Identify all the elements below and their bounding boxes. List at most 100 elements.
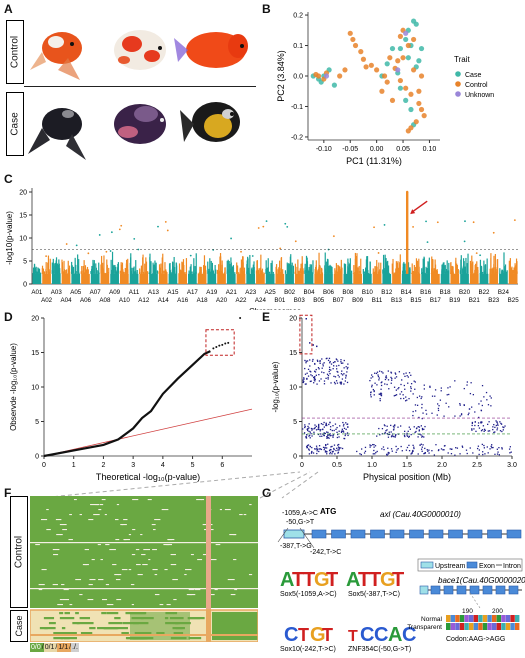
chromosome-block <box>198 274 207 284</box>
snp-point <box>330 369 331 370</box>
snp-bar <box>376 271 377 274</box>
data-point <box>416 58 421 63</box>
observed-curve <box>44 351 210 456</box>
exon <box>457 586 466 594</box>
snp-point <box>339 376 340 377</box>
snp-point <box>373 453 374 454</box>
x-tick-label: 0 <box>42 462 46 469</box>
residue <box>515 615 519 622</box>
snp-point <box>341 382 342 383</box>
snp-point <box>312 359 313 360</box>
snp-point <box>314 428 315 429</box>
chromosome-block <box>149 274 158 284</box>
snp-point <box>454 455 455 456</box>
snp-point <box>312 428 313 429</box>
logo-sox10-242: C T G T Sox10(-242,T->C) <box>280 624 336 653</box>
snp-bar <box>318 269 319 274</box>
control-fish-3 <box>174 32 248 68</box>
chromosome-label: B15 <box>410 297 422 304</box>
snp-point <box>422 436 423 437</box>
variant-cell <box>70 604 73 605</box>
x-axis-label: PC1 (11.31%) <box>346 156 402 166</box>
snp-point <box>482 454 483 455</box>
chromosome-block <box>305 274 314 284</box>
snp-point <box>305 374 306 375</box>
snp-bar <box>68 261 69 274</box>
snp-point <box>494 454 495 455</box>
variant-cell <box>132 554 135 555</box>
snp-point <box>419 395 420 396</box>
snp-point <box>390 372 391 373</box>
snp-bar <box>411 273 412 274</box>
snp-bar <box>446 269 447 274</box>
snp-bar <box>472 262 473 274</box>
chromosome-block <box>110 274 119 284</box>
legend-marker <box>455 81 461 87</box>
snp-point <box>496 422 497 423</box>
snp-bar <box>253 261 254 274</box>
snp-point <box>339 431 340 432</box>
chromosome-block <box>120 274 129 284</box>
chromosome-label: A11 <box>129 289 140 296</box>
variant-cell <box>142 564 147 565</box>
variant-cell <box>132 499 138 500</box>
snp-bar <box>87 267 88 274</box>
residue <box>510 615 514 622</box>
snp-point <box>306 437 307 438</box>
data-point <box>408 107 413 112</box>
snp-point <box>341 373 342 374</box>
snp-bar <box>399 273 400 274</box>
snp-point <box>347 426 348 427</box>
snp-bar <box>217 272 218 274</box>
chromosome-label: A13 <box>148 289 160 296</box>
snp-bar <box>357 271 358 274</box>
snp-bar <box>122 268 123 274</box>
snp-bar <box>445 265 446 274</box>
snp-point <box>464 240 466 242</box>
snp-point <box>460 404 461 405</box>
snp-bar <box>499 268 500 274</box>
snp-point <box>488 452 489 453</box>
snp-point <box>434 454 435 455</box>
snp-point <box>374 383 375 384</box>
y-axis-label: PC2 (3.84%) <box>276 50 286 102</box>
residue <box>478 623 482 630</box>
genotype-control-label: Control <box>14 536 25 568</box>
snp-point <box>361 454 362 455</box>
y-tick-label: 15 <box>19 213 27 220</box>
variant-cell <box>93 514 99 515</box>
snp-point <box>392 451 393 452</box>
snp-point <box>327 374 328 375</box>
snp-bar <box>310 269 311 274</box>
residue <box>478 615 482 622</box>
snp-bar <box>441 271 442 274</box>
snp-bar <box>77 254 78 273</box>
variant-cell <box>249 574 252 575</box>
snp-point <box>359 453 360 454</box>
mut1-label: -1059,A->C <box>282 510 318 517</box>
snp-point <box>374 453 375 454</box>
snp-bar <box>493 264 494 274</box>
snp-point <box>337 452 338 453</box>
snp-bar <box>247 258 248 273</box>
variant-cell <box>249 504 251 505</box>
variant-cell <box>112 564 116 565</box>
mut2-label: -50,G->T <box>286 519 315 526</box>
data-point <box>374 67 379 72</box>
variant-cell <box>155 594 160 595</box>
residue <box>487 623 491 630</box>
snp-bar <box>400 265 401 274</box>
snp-point <box>431 450 432 451</box>
snp-bar <box>231 268 232 274</box>
x-tick-label: 2.5 <box>472 462 482 469</box>
snp-point <box>491 397 492 398</box>
data-point <box>361 57 366 62</box>
snp-point <box>320 363 321 364</box>
snp-point <box>445 403 446 404</box>
legend-missing: ./. <box>71 643 79 652</box>
normal-label: Normal <box>421 616 443 623</box>
snp-bar <box>260 268 261 274</box>
snp-point <box>341 431 342 432</box>
snp-point <box>309 365 310 366</box>
snp-point <box>334 382 335 383</box>
